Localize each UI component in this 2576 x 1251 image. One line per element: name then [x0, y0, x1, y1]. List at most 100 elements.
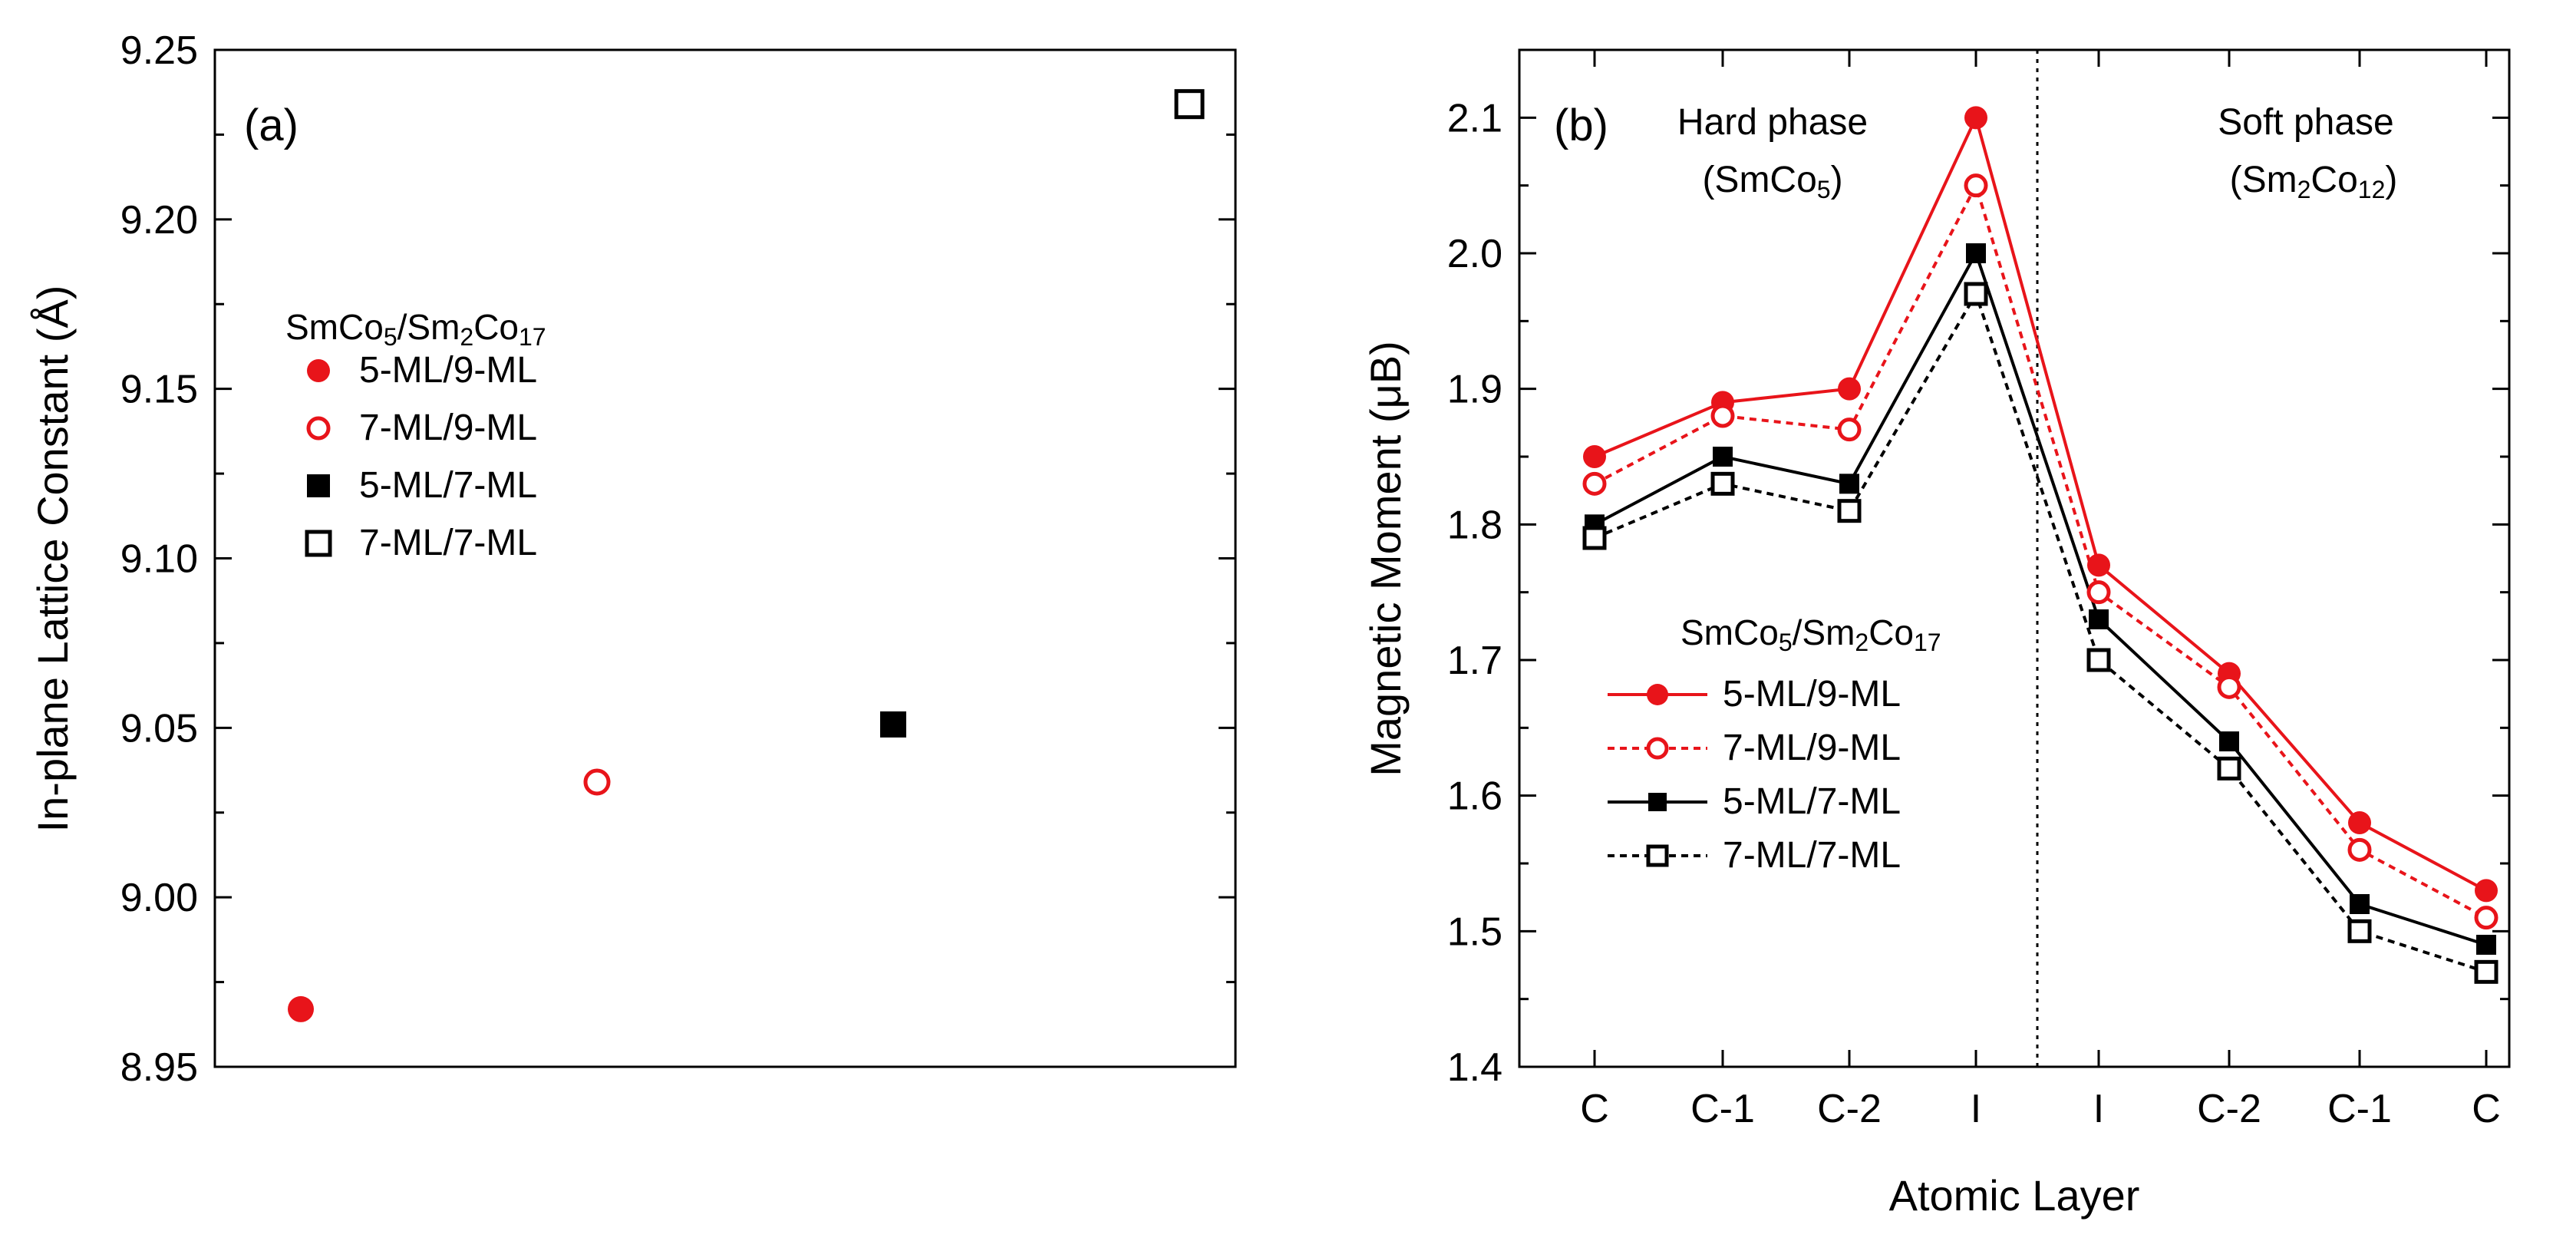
panel-a: 8.95 9.00 9.05 9.10 9.15 9.20 9.25 (a) In-plan… — [28, 28, 1237, 1090]
panel-b-point — [1839, 474, 1859, 494]
panel-b-point — [2086, 580, 2111, 605]
panel-b-y-tick-label: 1.5 — [1447, 909, 1502, 954]
panel-b-series-lines — [1594, 113, 2487, 974]
panel-a-legend-marker — [307, 474, 330, 497]
panel-b-point — [1964, 282, 1988, 306]
panel-a-legend-label: 7-ML/7-ML — [359, 523, 537, 563]
panel-a-point — [880, 711, 906, 738]
panel-b-legend-marker — [1647, 684, 1668, 705]
panel-b-points — [1582, 106, 2498, 984]
panel-b-point — [2089, 609, 2109, 629]
panel-a-y-tick-label: 9.05 — [120, 706, 198, 751]
panel-b-x-tick-label: C — [1580, 1087, 1609, 1131]
panel-b-point — [2474, 959, 2498, 984]
panel-b-x-tick-label: C-2 — [2197, 1087, 2261, 1131]
panel-b-series-line — [1594, 249, 2487, 946]
panel-a-y-tick-label: 9.00 — [120, 876, 198, 920]
panel-a-legend-marker — [305, 530, 332, 557]
panel-b: 1.4 1.5 1.6 1.7 1.8 1.9 2.0 2.1 C C-1 C-2 I I C-2 C-1 C… — [1361, 48, 2511, 1220]
panel-b-y-tick-label: 1.6 — [1447, 774, 1502, 819]
panel-b-point — [2348, 811, 2371, 834]
soft-phase-formula: (Sm2Co12) — [2230, 160, 2398, 203]
panel-a-legend-marker — [306, 416, 331, 441]
panel-b-x-tick-label: C-1 — [2327, 1087, 2392, 1131]
panel-b-point — [1837, 418, 1862, 442]
panel-b-x-tick-label: I — [1971, 1087, 1981, 1131]
panel-b-legend-label: 7-ML/7-ML — [1723, 835, 1901, 876]
panel-a-point — [583, 768, 611, 796]
panel-a-y-tick-label: 9.10 — [120, 537, 198, 582]
panel-b-point — [1582, 471, 1607, 496]
panel-b-legend-label: 5-ML/9-ML — [1723, 674, 1901, 715]
panel-b-x-tick-label: C-1 — [1690, 1087, 1755, 1131]
panel-a-y-tick-label: 9.15 — [120, 368, 198, 412]
panel-b-y-tick-label: 2.0 — [1447, 232, 1502, 276]
panel-b-point — [1964, 106, 1987, 130]
panel-b-legend-label: 7-ML/9-ML — [1723, 728, 1901, 768]
panel-b-point — [1710, 471, 1735, 496]
panel-a-y-tick-label: 9.20 — [120, 198, 198, 243]
panel-b-x-tick-label: I — [2093, 1087, 2104, 1131]
panel-a-y-tick-label: 9.25 — [120, 28, 198, 73]
panel-b-point — [2086, 648, 2111, 672]
panel-b-ticks: 1.4 1.5 1.6 1.7 1.8 1.9 2.0 2.1 C C-1 C-2 I I C-2 C-1 C — [1447, 50, 2509, 1131]
panel-b-point — [2476, 935, 2496, 955]
panel-a-legend-label: 5-ML/9-ML — [359, 350, 537, 391]
panel-b-x-axis-title: Atomic Layer — [1889, 1171, 2140, 1220]
panel-a-y-axis-title: In-plane Lattice Constant (Å) — [28, 286, 77, 833]
panel-b-legend-marker — [1646, 844, 1669, 867]
panel-a-legend: SmCo5/Sm2Co17 5-ML/9-ML 7-ML/9-ML 5-ML/7-M… — [285, 307, 546, 563]
panel-b-legend-marker — [1646, 737, 1669, 760]
panel-b-point — [2217, 675, 2241, 699]
panel-a-y-ticks: 8.95 9.00 9.05 9.10 9.15 9.20 9.25 — [120, 28, 1235, 1090]
panel-b-point — [1837, 499, 1862, 523]
panel-a-point — [288, 995, 314, 1022]
panel-a-legend-label: 5-ML/7-ML — [359, 465, 537, 506]
panel-b-y-tick-label: 1.9 — [1447, 368, 1502, 412]
panel-a-legend-items: 5-ML/9-ML 7-ML/9-ML 5-ML/7-ML 7-ML/7-ML — [305, 350, 537, 563]
panel-b-label: (b) — [1554, 101, 1608, 150]
panel-a-legend-title: SmCo5/Sm2Co17 — [285, 307, 546, 351]
panel-a-legend-marker — [307, 359, 330, 382]
hard-phase-title: Hard phase — [1677, 102, 1868, 143]
panel-b-legend-title: SmCo5/Sm2Co17 — [1681, 612, 1941, 656]
panel-b-y-axis-title: Magnetic Moment (μB) — [1361, 341, 1410, 777]
panel-a-legend-label: 7-ML/9-ML — [359, 408, 537, 448]
panel-a-point — [1174, 89, 1205, 120]
panel-b-point — [2350, 894, 2370, 914]
panel-b-series-line — [1594, 181, 2487, 919]
panel-b-plot-frame — [1518, 48, 2511, 1068]
panel-b-legend: SmCo5/Sm2Co17 5-ML/9-ML 7-ML/9-ML 5-ML/7-M… — [1608, 612, 1941, 876]
panel-b-y-tick-label: 1.7 — [1447, 639, 1502, 683]
panel-b-y-tick-label: 2.1 — [1447, 96, 1502, 140]
panel-b-point — [2347, 919, 2372, 943]
panel-b-point — [2217, 756, 2241, 781]
soft-phase-title: Soft phase — [2218, 102, 2394, 143]
panel-b-series-line — [1594, 113, 2487, 893]
panel-b-point — [2475, 879, 2498, 903]
panel-b-point — [1582, 526, 1607, 550]
panel-a-y-tick-label: 8.95 — [120, 1045, 198, 1090]
panel-b-point — [2087, 553, 2110, 577]
panel-b-series-line — [1594, 290, 2487, 974]
panel-b-point — [2219, 731, 2239, 751]
panel-b-point — [1713, 447, 1733, 467]
panel-b-point — [1838, 377, 1861, 401]
panel-b-x-tick-label: C — [2472, 1087, 2501, 1131]
panel-b-point — [2347, 837, 2372, 862]
panel-b-y-tick-label: 1.8 — [1447, 503, 1502, 547]
panel-b-x-tick-label: C-2 — [1817, 1087, 1882, 1131]
panel-b-point — [2474, 906, 2498, 930]
panel-b-point — [1583, 445, 1606, 468]
panel-b-point — [1964, 173, 1988, 198]
panel-a-points — [288, 89, 1205, 1022]
panel-b-legend-marker — [1648, 793, 1667, 811]
hard-phase-formula: (SmCo5) — [1702, 160, 1842, 203]
panel-a-label: (a) — [244, 101, 298, 150]
panel-b-legend-items: 5-ML/9-ML 7-ML/9-ML 5-ML/7-ML 7-ML/7-ML — [1608, 674, 1901, 876]
panel-b-legend-label: 5-ML/7-ML — [1723, 781, 1901, 822]
panel-b-point — [1966, 243, 1986, 263]
panel-b-point — [1710, 404, 1735, 428]
panel-b-y-tick-label: 1.4 — [1447, 1045, 1502, 1090]
